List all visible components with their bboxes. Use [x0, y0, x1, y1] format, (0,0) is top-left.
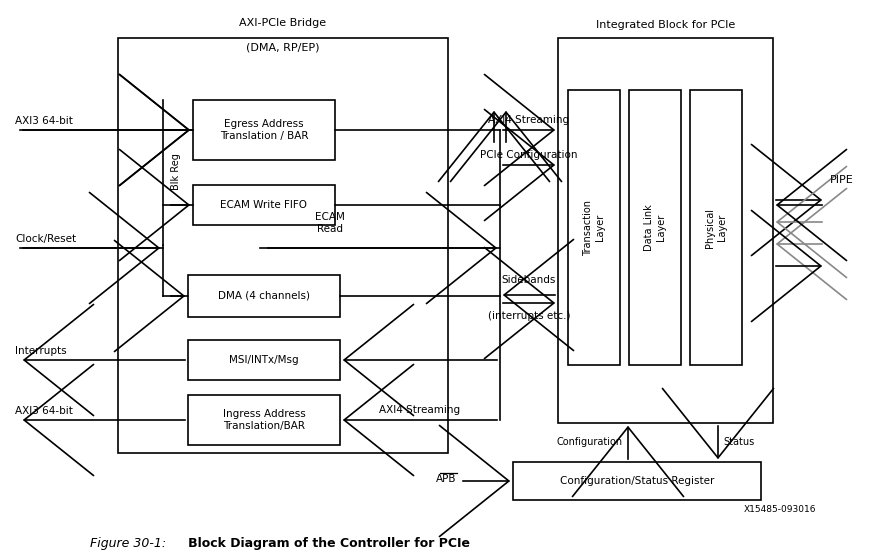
Text: Figure 30-1:: Figure 30-1:	[90, 536, 166, 549]
Text: AXI3 64-bit: AXI3 64-bit	[15, 406, 72, 416]
Text: Status: Status	[722, 437, 754, 447]
Text: Configuration: Configuration	[556, 437, 622, 447]
Text: X15485-093016: X15485-093016	[743, 506, 815, 515]
Text: AXI3 64-bit: AXI3 64-bit	[15, 116, 72, 126]
Bar	[628, 90, 680, 365]
Text: PIPE: PIPE	[829, 175, 853, 185]
Text: (DMA, RP/EP): (DMA, RP/EP)	[246, 42, 319, 52]
Text: AXI4 Streaming: AXI4 Streaming	[488, 115, 569, 125]
Text: Ingress Address
Translation/BAR: Ingress Address Translation/BAR	[223, 409, 305, 431]
Bar	[188, 340, 340, 380]
Bar	[512, 462, 760, 500]
Text: (interrupts etc.): (interrupts etc.)	[487, 311, 569, 321]
Bar	[188, 395, 340, 445]
Text: Block Diagram of the Controller for PCIe: Block Diagram of the Controller for PCIe	[175, 536, 469, 549]
Text: APB: APB	[435, 474, 455, 484]
Text: AXI-PCIe Bridge: AXI-PCIe Bridge	[240, 18, 326, 28]
Text: Transaction
Layer: Transaction Layer	[583, 199, 604, 255]
Text: Blk Reg: Blk Reg	[171, 153, 181, 190]
Text: Egress Address
Translation / BAR: Egress Address Translation / BAR	[220, 119, 308, 141]
Bar	[193, 185, 334, 225]
Text: DMA (4 channels): DMA (4 channels)	[218, 291, 309, 301]
Text: Sidebands: Sidebands	[502, 275, 555, 285]
Text: AXI4 Streaming: AXI4 Streaming	[379, 405, 460, 415]
Bar	[557, 38, 772, 423]
Text: Configuration/Status Register: Configuration/Status Register	[559, 476, 713, 486]
Bar	[118, 38, 448, 453]
Text: MSI/INTx/Msg: MSI/INTx/Msg	[229, 355, 299, 365]
Bar	[188, 275, 340, 317]
Bar	[689, 90, 741, 365]
Text: Interrupts: Interrupts	[15, 346, 66, 356]
Text: ECAM Write FIFO: ECAM Write FIFO	[220, 200, 308, 210]
Text: Data Link
Layer: Data Link Layer	[644, 204, 665, 251]
Text: Clock/Reset: Clock/Reset	[15, 234, 76, 244]
Text: PCIe Configuration: PCIe Configuration	[480, 150, 578, 160]
Text: Integrated Block for PCIe: Integrated Block for PCIe	[595, 20, 734, 30]
Text: Physical
Layer: Physical Layer	[704, 208, 726, 248]
Text: ECAM
Read: ECAM Read	[315, 212, 344, 234]
Bar	[193, 100, 334, 160]
Bar	[568, 90, 620, 365]
